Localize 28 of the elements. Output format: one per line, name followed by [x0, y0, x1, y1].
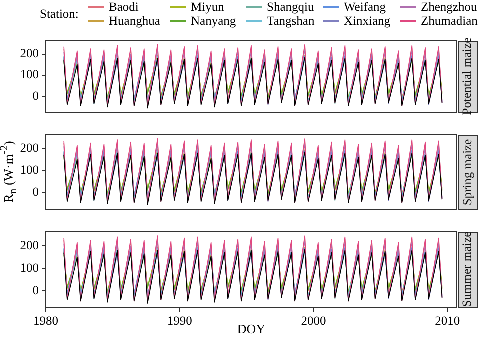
x-axis-title: DOY	[237, 322, 266, 337]
legend-label: Tangshan	[267, 14, 315, 28]
y-tick-label: 100	[20, 68, 39, 82]
legend-label: Xinxiang	[344, 14, 391, 28]
y-tick-label: 0	[32, 185, 39, 200]
legend-title: Station:	[40, 7, 79, 22]
y-tick-label: 200	[20, 141, 39, 156]
y-tick-label: 0	[32, 283, 39, 298]
text: Potential maize	[460, 38, 476, 116]
text: Spring maize	[460, 138, 476, 206]
legend-label: Weifang	[344, 0, 386, 14]
legend-label: Huanghua	[109, 14, 160, 28]
y-tick-label: 100	[20, 260, 39, 275]
x-tick-label: 2010	[435, 314, 460, 328]
legend-label: Shangqiu	[267, 0, 314, 14]
x-tick-label: 1990	[167, 314, 192, 328]
y-tick-label: 200	[20, 46, 39, 61]
y-tick-label: 0	[32, 88, 39, 103]
legend-label: Nanyang	[191, 14, 236, 28]
legend-label: Miyun	[191, 0, 224, 14]
y-tick-label: 100	[20, 163, 39, 178]
legend-label: Baodi	[109, 0, 139, 14]
x-tick-label: 1980	[34, 314, 58, 328]
legend-label: Zhumadian	[421, 14, 478, 28]
x-tick-label: 2000	[301, 314, 326, 328]
text: Summer maize	[460, 232, 476, 308]
y-tick-label: 200	[20, 238, 39, 252]
legend-label: Zhengzhou	[421, 0, 478, 14]
